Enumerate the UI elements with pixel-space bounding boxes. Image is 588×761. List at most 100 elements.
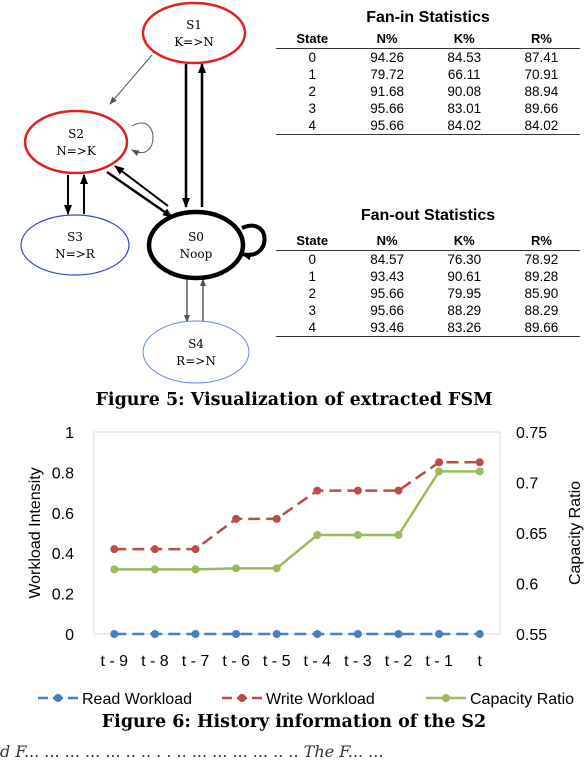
cell: 89.28 (524, 269, 559, 284)
data-point (110, 545, 119, 554)
data-point (313, 630, 322, 638)
data-point (191, 630, 200, 638)
cell: 84.57 (370, 252, 405, 267)
header-n: N% (348, 30, 426, 49)
cell: 84.53 (447, 50, 482, 65)
x-tick-label: t (477, 653, 482, 670)
cell: 0 (308, 252, 317, 267)
data-point (475, 458, 484, 467)
data-point (150, 545, 159, 554)
x-tick-label: t - 2 (385, 653, 413, 670)
cell: 91.68 (370, 84, 405, 99)
edge-s0-self (241, 223, 267, 261)
node-s0: S0 Noop (146, 209, 246, 281)
y-axis-right: 0.55 0.6 0.65 0.7 0.75 (516, 425, 547, 644)
node-s0-name: S0 (188, 230, 204, 244)
x-tick-label: t - 1 (425, 653, 453, 670)
cell: 94.26 (370, 50, 405, 65)
table-row: 3 95.66 83.01 89.66 (276, 100, 580, 117)
data-point (435, 467, 444, 476)
edge-s2-self (131, 122, 154, 156)
cell: 70.91 (524, 67, 559, 82)
x-tick-label: t - 4 (304, 653, 332, 670)
table-row: 4 93.46 83.26 89.66 (276, 319, 580, 337)
data-point (110, 565, 119, 574)
y-tick-left: 0.4 (52, 546, 74, 563)
node-s1-label: K=>N (174, 35, 214, 49)
data-point (272, 514, 281, 523)
cell: 4 (308, 118, 317, 133)
table-row: 3 95.66 88.29 88.29 (276, 302, 580, 319)
cell: 1 (308, 269, 317, 284)
cell: 93.46 (370, 320, 405, 335)
data-point (272, 564, 281, 573)
table-row: 0 84.57 76.30 78.92 (276, 251, 580, 269)
data-point (150, 630, 159, 638)
data-point (150, 565, 159, 574)
cell: 83.01 (447, 101, 482, 116)
data-point (353, 486, 362, 495)
edge-s1-s2 (109, 54, 153, 105)
header-state: State (276, 30, 349, 49)
cell: 3 (308, 101, 317, 116)
x-tick-label: t - 6 (222, 653, 250, 670)
cell: 66.11 (447, 67, 481, 82)
legend-label: Write Workload (266, 691, 375, 708)
cell: 93.43 (370, 269, 405, 284)
data-point (435, 458, 444, 467)
cell: 95.66 (370, 286, 405, 301)
cell: 83.26 (447, 320, 482, 335)
y-tick-right: 0.75 (516, 425, 547, 442)
legend-label: Read Workload (82, 691, 192, 708)
table-row: 1 93.43 90.61 89.28 (276, 268, 580, 285)
cell: 2 (308, 286, 317, 301)
data-point (272, 630, 281, 638)
cell: 76.30 (447, 252, 482, 267)
legend-marker (442, 694, 450, 702)
node-s1-shape (141, 1, 247, 65)
data-point (232, 630, 241, 638)
node-s1-name: S1 (186, 18, 202, 32)
y-tick-left: 1 (65, 425, 74, 442)
cell: 79.95 (447, 286, 482, 301)
fan-out-table-block: Fan-out Statistics State N% K% R% 0 84.57… (276, 206, 580, 337)
table-row: 2 91.68 90.08 88.94 (276, 83, 580, 100)
data-point (353, 630, 362, 638)
y-tick-right: 0.55 (516, 627, 547, 644)
fan-in-title: Fan-in Statistics (366, 9, 490, 26)
node-s3-shape (20, 214, 130, 276)
x-tick-label: t - 7 (182, 653, 210, 670)
header-state: State (276, 232, 349, 251)
node-s3-label: N=>R (55, 247, 96, 261)
data-point (475, 467, 484, 476)
node-s4-label: R=>N (176, 354, 216, 368)
x-tick-label: t - 5 (263, 653, 291, 670)
node-s2-name: S2 (68, 127, 84, 141)
data-point (191, 565, 200, 574)
cell: 95.66 (370, 101, 405, 116)
data-point (313, 486, 322, 495)
node-s4-shape (142, 320, 250, 384)
body-text-cut: d F... ... ... ... ... .. .. . . .. ... … (0, 742, 384, 761)
cell: 78.92 (524, 252, 559, 267)
data-point (313, 531, 322, 540)
data-point (394, 630, 403, 638)
fan-out-header-row: State N% K% R% (276, 232, 580, 251)
cell: 0 (308, 50, 317, 65)
cell: 85.90 (524, 286, 559, 301)
fan-out-title: Fan-out Statistics (360, 207, 496, 224)
node-s3: S3 N=>R (20, 214, 130, 276)
node-s1: S1 K=>N (141, 1, 247, 65)
edge-s2-s0 (106, 170, 173, 219)
series-line-write-workload (114, 461, 480, 551)
cell: 95.66 (370, 303, 405, 318)
cell: 88.29 (524, 303, 559, 318)
x-tick-label: t - 9 (101, 653, 129, 670)
legend: Read Workload Write Workload Capacity Rati… (38, 691, 574, 708)
data-point (232, 514, 241, 523)
y-tick-left: 0.2 (52, 587, 74, 604)
data-point (435, 630, 444, 638)
fsm-edges (64, 54, 267, 323)
node-s2: S2 N=>K (23, 109, 129, 175)
